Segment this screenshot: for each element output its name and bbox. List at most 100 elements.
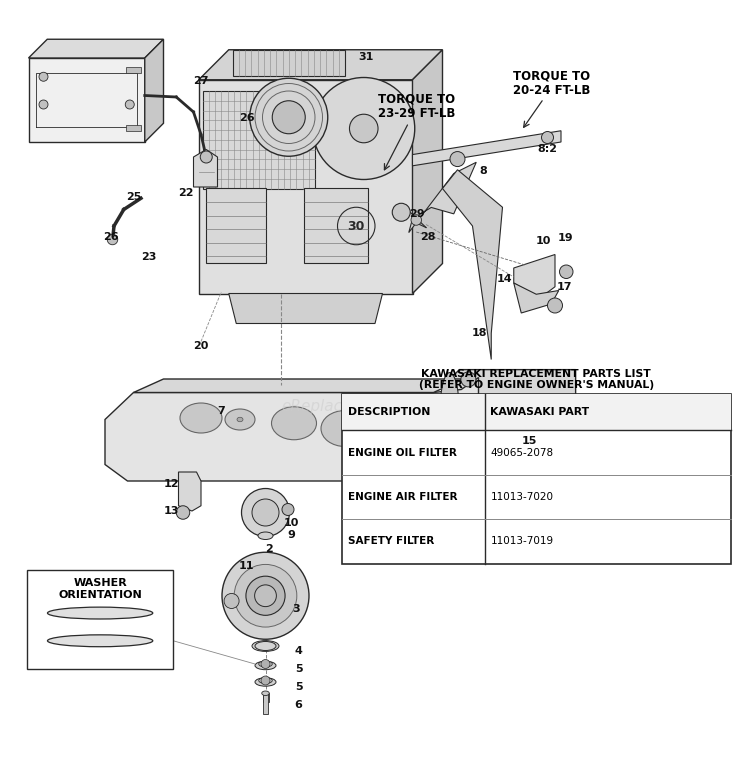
Ellipse shape — [255, 661, 276, 670]
Circle shape — [107, 234, 118, 245]
Polygon shape — [199, 50, 442, 79]
Circle shape — [282, 503, 294, 516]
Polygon shape — [446, 369, 576, 447]
Ellipse shape — [47, 635, 153, 647]
Bar — [126, 125, 141, 131]
Ellipse shape — [258, 532, 273, 540]
Polygon shape — [178, 472, 201, 511]
Circle shape — [392, 203, 410, 221]
Circle shape — [250, 78, 328, 157]
Polygon shape — [442, 170, 503, 359]
Text: 17: 17 — [556, 283, 572, 292]
Ellipse shape — [255, 678, 276, 686]
Polygon shape — [134, 379, 464, 393]
Text: 12: 12 — [164, 479, 178, 489]
Ellipse shape — [440, 372, 459, 444]
Text: 27: 27 — [194, 76, 208, 86]
Polygon shape — [199, 79, 412, 294]
Text: 22: 22 — [178, 188, 194, 198]
Text: 6: 6 — [295, 700, 302, 710]
Circle shape — [39, 72, 48, 81]
Circle shape — [313, 77, 415, 179]
Text: TORQUE TO
20-24 FT-LB: TORQUE TO 20-24 FT-LB — [512, 69, 590, 97]
Text: 11: 11 — [238, 561, 254, 571]
Circle shape — [450, 152, 465, 167]
Text: 2: 2 — [265, 544, 272, 554]
Text: 14: 14 — [496, 273, 512, 284]
Text: ENGINE OIL FILTER: ENGINE OIL FILTER — [348, 448, 457, 457]
Text: 8: 8 — [479, 165, 487, 175]
Circle shape — [234, 565, 297, 627]
Ellipse shape — [252, 640, 279, 651]
Polygon shape — [28, 39, 164, 58]
Circle shape — [242, 488, 290, 537]
Ellipse shape — [255, 641, 276, 650]
Polygon shape — [320, 125, 349, 132]
Text: KAWASAKI REPLACEMENT PARTS LIST
(REFER TO ENGINE OWNER'S MANUAL): KAWASAKI REPLACEMENT PARTS LIST (REFER T… — [419, 368, 654, 390]
Text: SAFETY FILTER: SAFETY FILTER — [348, 536, 434, 546]
Circle shape — [252, 499, 279, 526]
Circle shape — [350, 115, 378, 143]
Circle shape — [224, 594, 239, 608]
Text: 30: 30 — [347, 220, 365, 232]
Bar — [126, 67, 141, 73]
Polygon shape — [413, 131, 561, 166]
Circle shape — [176, 506, 190, 520]
Polygon shape — [413, 50, 442, 294]
Text: 26: 26 — [239, 113, 254, 123]
Ellipse shape — [47, 607, 153, 619]
Text: 8:2: 8:2 — [538, 144, 557, 154]
Text: 7: 7 — [217, 406, 225, 415]
Bar — [342, 394, 730, 563]
Text: 49065-2078: 49065-2078 — [490, 448, 554, 457]
Circle shape — [411, 215, 422, 225]
Circle shape — [542, 132, 554, 143]
Polygon shape — [194, 150, 217, 187]
Polygon shape — [105, 378, 478, 481]
Bar — [263, 693, 268, 714]
Text: 3: 3 — [292, 604, 300, 614]
Text: 15: 15 — [522, 435, 537, 446]
Bar — [27, 569, 173, 668]
Polygon shape — [28, 58, 145, 142]
Text: 10: 10 — [536, 236, 550, 246]
Ellipse shape — [272, 407, 316, 440]
Text: 28: 28 — [421, 231, 436, 241]
Polygon shape — [369, 90, 388, 117]
Text: 10: 10 — [284, 518, 298, 528]
Text: WASHER
ORIENTATION: WASHER ORIENTATION — [58, 579, 142, 600]
Bar — [232, 50, 345, 76]
Ellipse shape — [259, 661, 272, 667]
Ellipse shape — [259, 678, 272, 683]
Text: 11013-7020: 11013-7020 — [490, 492, 554, 502]
Circle shape — [261, 676, 270, 685]
Ellipse shape — [237, 418, 243, 421]
Circle shape — [125, 100, 134, 109]
Polygon shape — [145, 39, 164, 142]
Text: eReplacementParts.com: eReplacementParts.com — [282, 399, 468, 414]
Text: 13: 13 — [164, 506, 178, 516]
Polygon shape — [339, 90, 358, 117]
Text: 25: 25 — [126, 192, 141, 203]
Circle shape — [261, 660, 270, 668]
Text: 20: 20 — [194, 341, 208, 351]
Circle shape — [222, 552, 309, 640]
Text: 4: 4 — [295, 646, 302, 655]
Ellipse shape — [262, 691, 269, 696]
Bar — [202, 91, 315, 189]
Text: DESCRIPTION: DESCRIPTION — [348, 407, 430, 418]
Bar — [342, 394, 730, 431]
Polygon shape — [369, 140, 388, 167]
Ellipse shape — [180, 403, 222, 433]
Circle shape — [560, 265, 573, 279]
Circle shape — [246, 576, 285, 615]
Text: 19: 19 — [558, 233, 573, 243]
Text: 29: 29 — [410, 209, 424, 219]
Polygon shape — [339, 140, 358, 167]
Text: KAWASAKI PART: KAWASAKI PART — [490, 407, 590, 418]
Text: 23: 23 — [142, 252, 157, 262]
Text: TORQUE TO
23-29 FT-LB: TORQUE TO 23-29 FT-LB — [377, 92, 455, 120]
Ellipse shape — [369, 421, 396, 441]
Bar — [304, 189, 368, 263]
Text: 5: 5 — [295, 664, 302, 674]
